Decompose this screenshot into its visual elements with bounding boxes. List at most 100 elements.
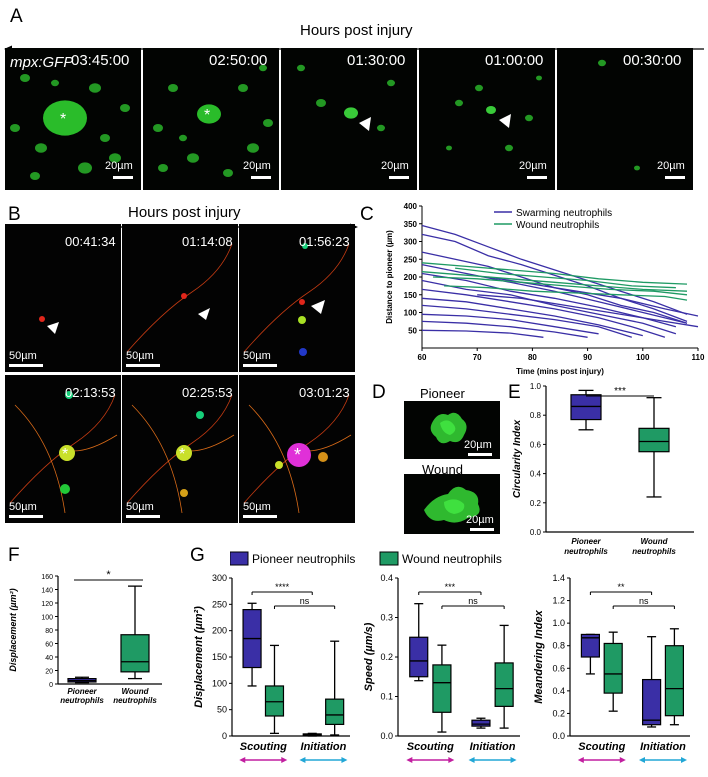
g2-box-1 (432, 644, 452, 733)
arrowhead-b3 (311, 300, 325, 314)
chart-g2: 0.0 0.1 0.2 0.3 0.4 Speed (µm/s) Scouting Initi… (360, 568, 530, 768)
cell-1-4 (20, 74, 30, 82)
panel-a-frame-2: * (143, 48, 279, 190)
cell-2-9 (153, 124, 163, 132)
pioneer-image-title: Pioneer (420, 386, 465, 401)
g1-box-3 (325, 640, 345, 736)
g3-box-2 (641, 636, 662, 728)
g2-box-0-box (409, 636, 429, 678)
g1-group-arrowhead-r-0 (281, 757, 288, 763)
arrowhead-4 (499, 114, 511, 128)
cell-2-11 (259, 64, 267, 72)
g3-box-1 (603, 631, 623, 712)
cell-2-4 (158, 164, 168, 172)
f-box-1-box (120, 634, 150, 673)
cell-4-5 (505, 144, 513, 152)
g2-ylabel: Speed (µm/s) (363, 622, 375, 691)
track-b-4 (14, 404, 66, 514)
cell-2-3 (247, 143, 259, 153)
c-series-0-line-7 (421, 297, 643, 337)
g2-ytick-label-4: 0.4 (380, 573, 393, 583)
cell-yellow-6 (275, 461, 283, 469)
pioneer-scalebar-label: 20µm (464, 439, 492, 451)
cell-2-6 (187, 153, 199, 163)
panel-b-frame-5: * (122, 375, 238, 523)
panel-a-scalebar-2 (251, 176, 271, 179)
f-cat-0-a: Pioneer (67, 687, 97, 696)
track-6 (243, 394, 350, 504)
g1-sig-label-1: ns (300, 596, 310, 606)
track-5 (126, 394, 233, 504)
e-cat-0-b: neutrophils (564, 547, 608, 556)
f-cat-1-b: neutrophils (113, 696, 157, 705)
panel-a-label: A (10, 6, 23, 27)
c-ytick-label-5: 300 (404, 238, 418, 247)
g3-box-2-box (641, 678, 662, 726)
cell-3-2 (316, 99, 326, 107)
g-legend-swatch-1 (379, 551, 399, 566)
cell-4-1 (486, 106, 496, 114)
c-legend-label-0: Swarming neutrophils (516, 208, 612, 219)
cell-cluster-5 (176, 445, 192, 461)
c-xlabel: Time (mins post injury) (516, 367, 604, 376)
g2-group-1: Initiation (470, 741, 516, 753)
wound-image-title: Wound (422, 462, 463, 477)
pioneer-asterisk-2: * (204, 107, 210, 124)
panel-b-scalebar-1 (9, 364, 43, 367)
g1-group-0: Scouting (240, 741, 287, 753)
pioneer-asterisk-1: * (60, 111, 66, 128)
g1-box-0 (242, 602, 262, 687)
cell-4-4 (475, 84, 483, 92)
g2-box-3-box (494, 662, 514, 707)
cell-red-3 (299, 299, 305, 305)
c-series-0-line-12 (477, 294, 699, 328)
f-box-1 (120, 585, 150, 680)
c-series-1-line-0 (421, 262, 688, 285)
chart-g3: 0.0 0.2 0.4 0.6 0.8 1.0 1.2 1.4 Meandering Index… (530, 568, 706, 768)
track-4 (9, 394, 116, 504)
c-series-1-line-3 (444, 285, 688, 301)
cell-green-5 (196, 411, 204, 419)
c-xtick-label-0: 60 (418, 353, 427, 362)
panel-b-frame-bg-2 (122, 224, 238, 372)
g1-box-1-box (264, 685, 285, 717)
g3-box-3-box (664, 645, 684, 717)
e-cat-0-a: Pioneer (571, 537, 601, 546)
track-b-6 (248, 404, 300, 514)
e-ytick-label-2: 0.4 (530, 470, 542, 479)
e-cat-1-b: neutrophils (632, 547, 676, 556)
panel-b-scalebar-4 (9, 515, 43, 518)
panel-a-scalebar-label-4: 20µm (519, 160, 547, 172)
g1-group-arrowhead-l-1 (299, 757, 306, 763)
cell-1-9 (10, 124, 20, 132)
panel-b-frame-bg-3 (239, 224, 355, 372)
panel-b-scalebar-label-2: 50µm (126, 350, 154, 362)
panel-b-scalebar-label-6: 50µm (243, 501, 271, 513)
arrowhead-3 (359, 117, 371, 131)
g3-sig-label-1: ns (639, 596, 649, 606)
panel-b-scalebar-label-5: 50µm (126, 501, 154, 513)
g1-box-3-box (325, 698, 345, 726)
e-ytick-label-1: 0.2 (530, 499, 542, 508)
g-legend-label-0: Pioneer neutrophils (252, 552, 355, 566)
c-ytick-label-7: 400 (404, 202, 418, 211)
cell-yellow-3 (298, 316, 306, 324)
cell-2-10 (179, 134, 187, 142)
track-2 (126, 243, 233, 353)
c-series-0-line-9 (421, 313, 599, 335)
cell-red-1 (39, 316, 45, 322)
cell-green-4 (65, 391, 73, 399)
g3-ytick-label-4: 0.8 (552, 641, 565, 651)
chart-f: 0 20 40 60 80 100 120 140 160 Displacement (µm²) P… (2, 566, 172, 706)
f-ytick-label-0: 0 (49, 682, 53, 689)
g2-sig-label-1: ns (468, 596, 478, 606)
g3-ylabel: Meandering Index (533, 609, 545, 703)
g2-box-2-box (471, 719, 491, 727)
cell-2-8 (223, 169, 233, 177)
panel-a-time-arrow (4, 40, 704, 53)
c-xtick-label-4: 100 (636, 353, 650, 362)
panel-a-scalebar-label-1: 20µm (105, 160, 133, 172)
panel-a-frame-5 (557, 48, 693, 190)
pioneer-cell-image: 20µm (404, 401, 500, 459)
g3-group-arrowhead-r-0 (619, 757, 626, 763)
